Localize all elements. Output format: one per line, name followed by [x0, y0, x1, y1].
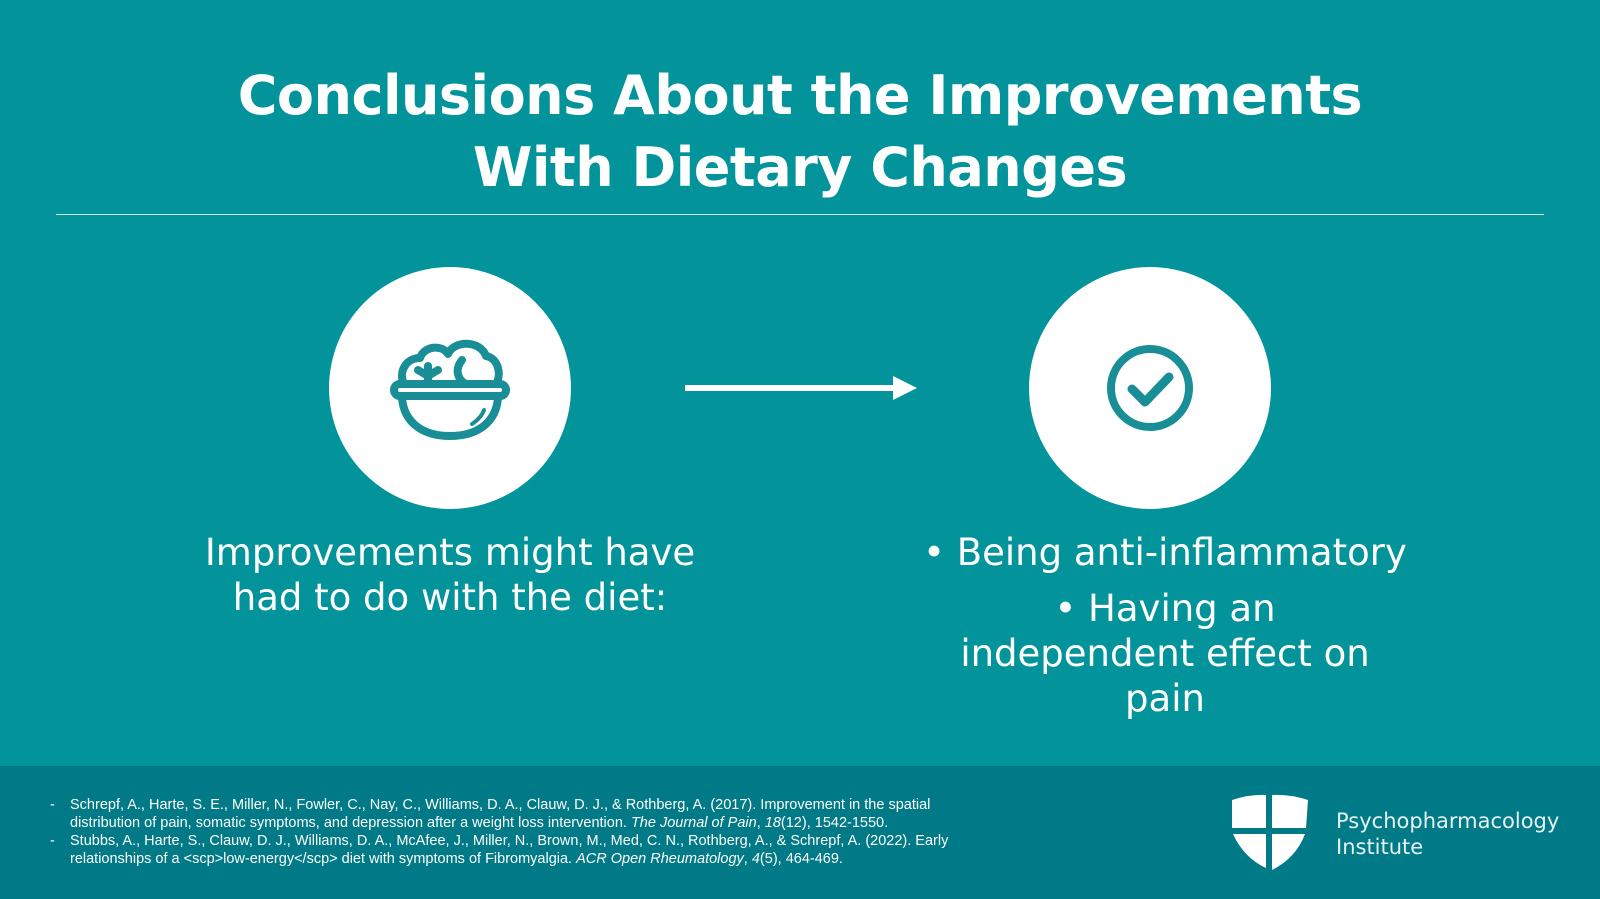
- bullet-item: Being anti-inflammatory: [880, 530, 1450, 575]
- title-line-2: With Dietary Changes: [472, 136, 1128, 199]
- bullet-item: Having an independent effect on pain: [880, 586, 1450, 721]
- diet-circle: [329, 267, 571, 509]
- reference-pages: (12), 1542-1550.: [780, 815, 889, 831]
- slide-title: Conclusions About the Improvements With …: [0, 60, 1600, 204]
- logo-line-1: Psychopharmacology: [1336, 809, 1560, 833]
- reference-sep: ,: [743, 851, 752, 867]
- diet-statement-line-2: had to do with the diet:: [232, 576, 668, 619]
- references-list: Schrepf, A., Harte, S. E., Miller, N., F…: [50, 796, 970, 868]
- reference-pages: (5), 464-469.: [759, 851, 843, 867]
- arrow-right-icon: [685, 376, 917, 400]
- title-line-1: Conclusions About the Improvements: [237, 64, 1363, 127]
- reference-text: Schrepf, A., Harte, S. E., Miller, N., F…: [70, 797, 931, 831]
- logo-text: Psychopharmacology Institute: [1336, 808, 1559, 860]
- check-circle-icon: [1107, 345, 1193, 431]
- reference-item: Schrepf, A., Harte, S. E., Miller, N., F…: [50, 796, 970, 832]
- reference-item: Stubbs, A., Harte, S., Clauw, D. J., Wil…: [50, 832, 970, 868]
- salad-bowl-icon: [390, 339, 510, 440]
- effects-list: Being anti-inflammatory Having an indepe…: [880, 530, 1450, 732]
- diet-statement-line-1: Improvements might have: [204, 531, 696, 574]
- logo-line-2: Institute: [1336, 835, 1424, 859]
- reference-text: Stubbs, A., Harte, S., Clauw, D. J., Wil…: [70, 833, 949, 867]
- reference-volume: 18: [764, 815, 781, 831]
- check-circle: [1029, 267, 1271, 509]
- divider: [56, 214, 1544, 215]
- shield-logo-icon: [1232, 794, 1308, 870]
- reference-journal: The Journal of Pain: [630, 815, 757, 831]
- reference-volume: 4: [751, 851, 760, 867]
- footer: Schrepf, A., Harte, S. E., Miller, N., F…: [0, 766, 1600, 899]
- diet-statement: Improvements might have had to do with t…: [150, 530, 750, 620]
- reference-sep: ,: [756, 815, 765, 831]
- reference-journal: ACR Open Rheumatology: [576, 851, 744, 867]
